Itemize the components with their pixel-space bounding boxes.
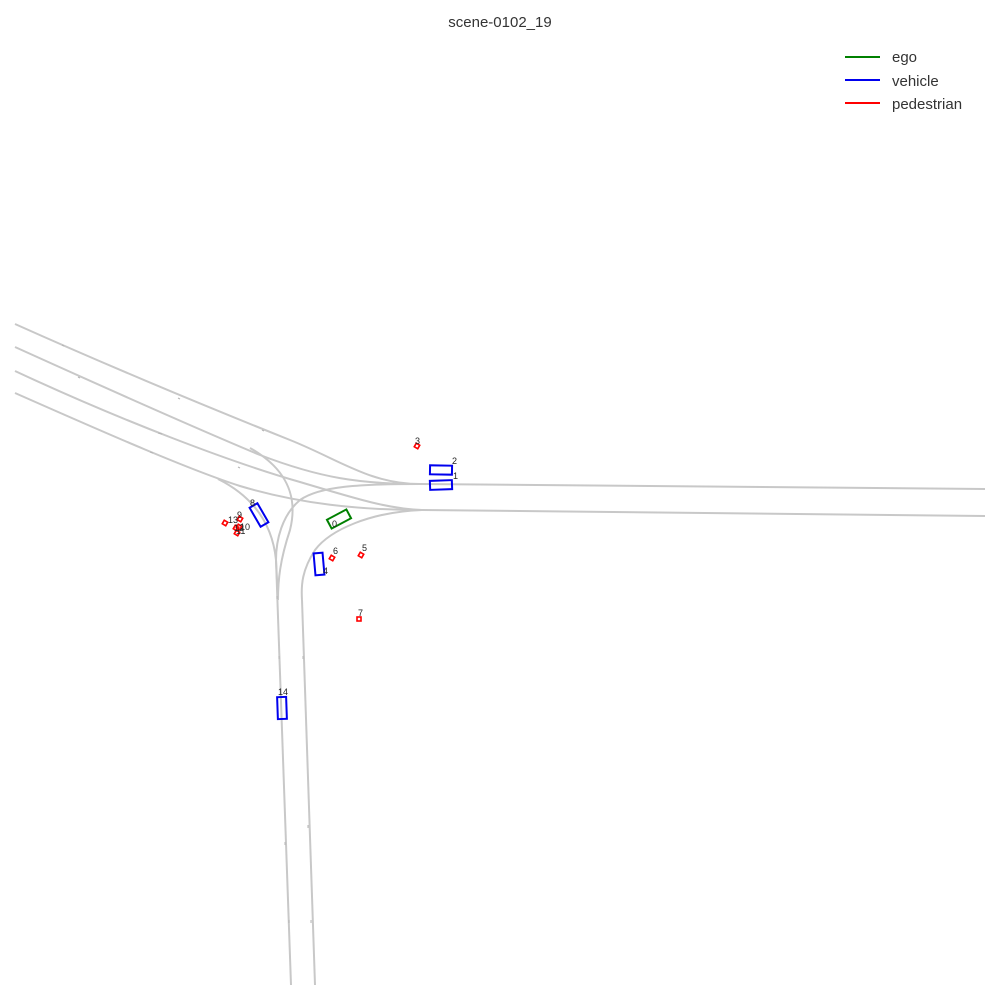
lane-connector-east-south-2	[300, 509, 423, 601]
lane-east-upper	[419, 483, 986, 490]
legend-vehicle-label: vehicle	[892, 73, 939, 90]
lane-south-west	[275, 559, 292, 986]
lane-northwest-4	[14, 392, 423, 511]
agent-label-11: 11	[236, 526, 245, 536]
lane-network	[14, 323, 986, 986]
agent-label-4: 4	[323, 566, 328, 576]
agent-label-9: 9	[237, 510, 242, 520]
agent-label-7: 7	[358, 608, 363, 618]
agent-label-13: 13	[228, 515, 238, 525]
agent-label-10: 10	[240, 522, 250, 532]
pedestrian-box-11	[233, 529, 241, 537]
legend-ego-label: ego	[892, 49, 917, 66]
lane-northwest-3	[14, 370, 423, 511]
lane-south-east	[301, 599, 316, 986]
vehicle-box-2	[428, 464, 454, 476]
lane-connector-southwest	[217, 478, 279, 601]
lane-connector-east-south-1	[275, 483, 421, 561]
agent-label-1: 1	[453, 471, 458, 481]
ego-box-0	[325, 508, 353, 530]
lane-connector-west-south	[249, 447, 294, 601]
vehicle-box-4	[312, 551, 326, 577]
vehicle-box-1	[428, 479, 454, 491]
lane-segment-ticks	[61, 344, 312, 923]
agent-label-6: 6	[333, 546, 338, 556]
vehicle-box-14	[276, 695, 288, 721]
pedestrian-box-3	[413, 442, 421, 450]
agent-label-12: 12	[234, 523, 244, 533]
pedestrian-box-6	[328, 554, 336, 562]
agent-label-2: 2	[452, 456, 457, 466]
legend: ego vehicle pedestrian	[845, 49, 962, 113]
pedestrian-box-7	[356, 616, 362, 622]
pedestrian-box-9	[236, 515, 244, 523]
agent-label-0: 0	[332, 519, 337, 529]
pedestrian-box-5	[357, 551, 365, 559]
agent-label-5: 5	[362, 543, 367, 553]
agent-label-8: 8	[250, 498, 255, 508]
pedestrian-box-13	[221, 519, 229, 527]
lane-northwest-1	[14, 323, 421, 485]
lane-northwest-2	[14, 346, 421, 485]
lane-east-lower	[421, 509, 986, 517]
scene-title: scene-0102_19	[448, 14, 551, 31]
vehicle-box-8	[248, 501, 270, 529]
pedestrian-box-12	[232, 524, 240, 532]
agent-label-3: 3	[415, 436, 420, 446]
agent-label-14: 14	[278, 687, 288, 697]
legend-pedestrian-label: pedestrian	[892, 96, 962, 113]
